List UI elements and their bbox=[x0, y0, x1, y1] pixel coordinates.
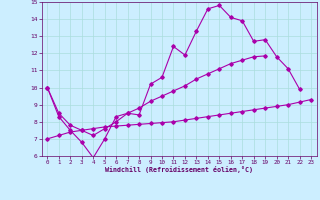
X-axis label: Windchill (Refroidissement éolien,°C): Windchill (Refroidissement éolien,°C) bbox=[105, 166, 253, 173]
